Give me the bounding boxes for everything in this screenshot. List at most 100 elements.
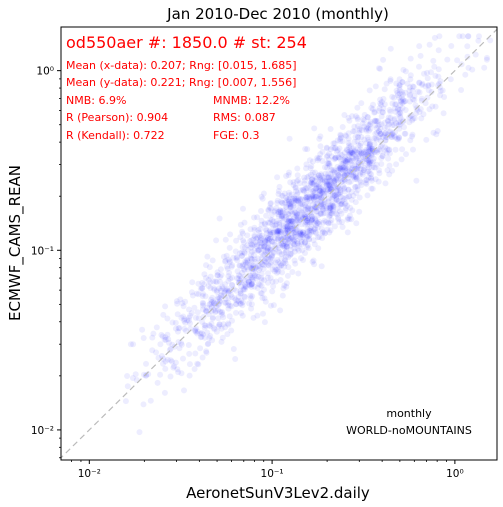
scatter-point (345, 193, 352, 200)
scatter-point (185, 342, 192, 348)
scatter-point (265, 207, 272, 214)
scatter-point (292, 184, 299, 191)
scatter-point (420, 111, 427, 118)
scatter-point (277, 277, 284, 283)
scatter-point (271, 208, 278, 215)
scatter-point (324, 160, 331, 167)
scatter-point (352, 173, 359, 180)
scatter-point (323, 218, 329, 225)
scatter-point (319, 184, 326, 190)
scatter-point (334, 205, 341, 212)
stats-kendall: R (Kendall): 0.722 (66, 129, 165, 142)
scatter-point (324, 186, 331, 193)
scatter-point (244, 232, 251, 239)
scatter-point (428, 81, 435, 88)
scatter-point (320, 187, 327, 194)
scatter-point (298, 241, 305, 248)
scatter-point (352, 148, 359, 155)
scatter-point (371, 109, 378, 116)
scatter-point (358, 150, 365, 157)
scatter-point (267, 247, 274, 254)
scatter-point (316, 234, 323, 241)
scatter-point (286, 200, 293, 207)
scatter-point (258, 250, 265, 256)
scatter-point (325, 161, 332, 168)
scatter-point (225, 294, 232, 301)
scatter-point (197, 285, 204, 292)
scatter-point (402, 98, 409, 105)
scatter-point (301, 177, 308, 184)
scatter-point (417, 106, 424, 113)
scatter-point (328, 204, 335, 210)
scatter-point (351, 138, 358, 145)
scatter-point (317, 151, 324, 158)
scatter-point (344, 216, 351, 223)
scatter-point (246, 261, 253, 268)
scatter-point (261, 243, 268, 250)
scatter-point (416, 80, 423, 86)
scatter-point (287, 204, 294, 211)
scatter-point (268, 205, 275, 212)
scatter-point (343, 133, 350, 140)
scatter-point (317, 211, 324, 217)
scatter-point (345, 186, 352, 193)
scatter-point (378, 155, 385, 162)
scatter-point (392, 101, 399, 108)
scatter-point (410, 83, 417, 90)
scatter-point (419, 81, 426, 88)
scatter-point (333, 185, 340, 192)
scatter-point (304, 185, 311, 192)
scatter-point (276, 183, 283, 190)
scatter-point (319, 177, 326, 184)
scatter-point (292, 260, 299, 267)
scatter-point (410, 115, 416, 122)
scatter-point (353, 174, 360, 181)
scatter-point (276, 264, 283, 271)
scatter-point (291, 209, 298, 216)
scatter-point (342, 205, 349, 212)
scatter-point (206, 322, 213, 329)
scatter-point (257, 290, 264, 297)
scatter-point (277, 307, 284, 314)
scatter-point (347, 147, 354, 154)
scatter-point (285, 197, 292, 204)
scatter-point (245, 246, 251, 253)
scatter-point (360, 116, 367, 123)
scatter-point (293, 198, 300, 205)
scatter-point (214, 269, 221, 276)
scatter-point (307, 225, 314, 232)
scatter-point (286, 189, 292, 196)
scatter-point (354, 165, 361, 172)
scatter-point (260, 265, 267, 272)
scatter-point (247, 252, 254, 258)
scatter-point (226, 302, 233, 309)
scatter-point (205, 340, 212, 347)
scatter-point (308, 227, 315, 234)
scatter-point (358, 150, 365, 157)
scatter-point (181, 316, 188, 323)
scatter-point (188, 310, 195, 316)
scatter-point (338, 201, 345, 207)
scatter-point (308, 179, 315, 186)
scatter-point (258, 193, 265, 200)
scatter-point (233, 309, 239, 316)
scatter-point (322, 170, 329, 177)
scatter-point (342, 167, 349, 174)
scatter-point (267, 275, 274, 281)
scatter-point (266, 236, 272, 243)
scatter-point (321, 230, 328, 237)
scatter-point (285, 211, 292, 218)
scatter-point (317, 198, 324, 205)
scatter-point (243, 284, 250, 290)
scatter-point (274, 230, 280, 236)
scatter-point (375, 123, 382, 129)
scatter-point (295, 195, 302, 202)
scatter-point (422, 83, 429, 90)
scatter-point (237, 290, 244, 297)
scatter-point (202, 322, 209, 329)
scatter-point (363, 177, 370, 183)
scatter-point (328, 179, 335, 186)
scatter-point (268, 211, 275, 218)
scatter-point (275, 229, 282, 236)
scatter-point (339, 138, 346, 145)
